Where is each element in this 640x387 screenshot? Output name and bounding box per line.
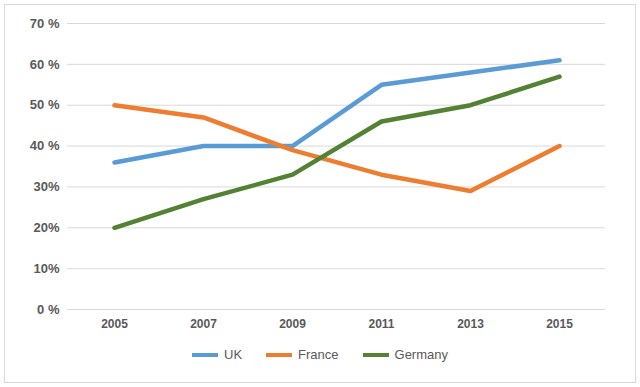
html-text:UK: UK bbox=[224, 347, 243, 362]
svg-text:30%: 30% bbox=[33, 179, 59, 194]
svg-text:2015: 2015 bbox=[546, 317, 573, 331]
svg-text:70 %: 70 % bbox=[30, 16, 60, 31]
html-text:France: France bbox=[298, 347, 339, 362]
html-text:Germany: Germany bbox=[394, 347, 448, 362]
svg-text:2011: 2011 bbox=[368, 317, 394, 331]
svg-text:2005: 2005 bbox=[101, 317, 128, 331]
svg-text:2013: 2013 bbox=[457, 317, 484, 331]
svg-text:60 %: 60 % bbox=[30, 57, 60, 72]
svg-text:0 %: 0 % bbox=[37, 302, 60, 317]
svg-text:20%: 20% bbox=[33, 220, 59, 235]
svg-text:2009: 2009 bbox=[279, 317, 306, 331]
svg-text:10%: 10% bbox=[33, 261, 59, 276]
svg-text:40 %: 40 % bbox=[30, 138, 60, 153]
svg-text:2007: 2007 bbox=[190, 317, 217, 331]
svg-text:50 %: 50 % bbox=[30, 97, 60, 112]
